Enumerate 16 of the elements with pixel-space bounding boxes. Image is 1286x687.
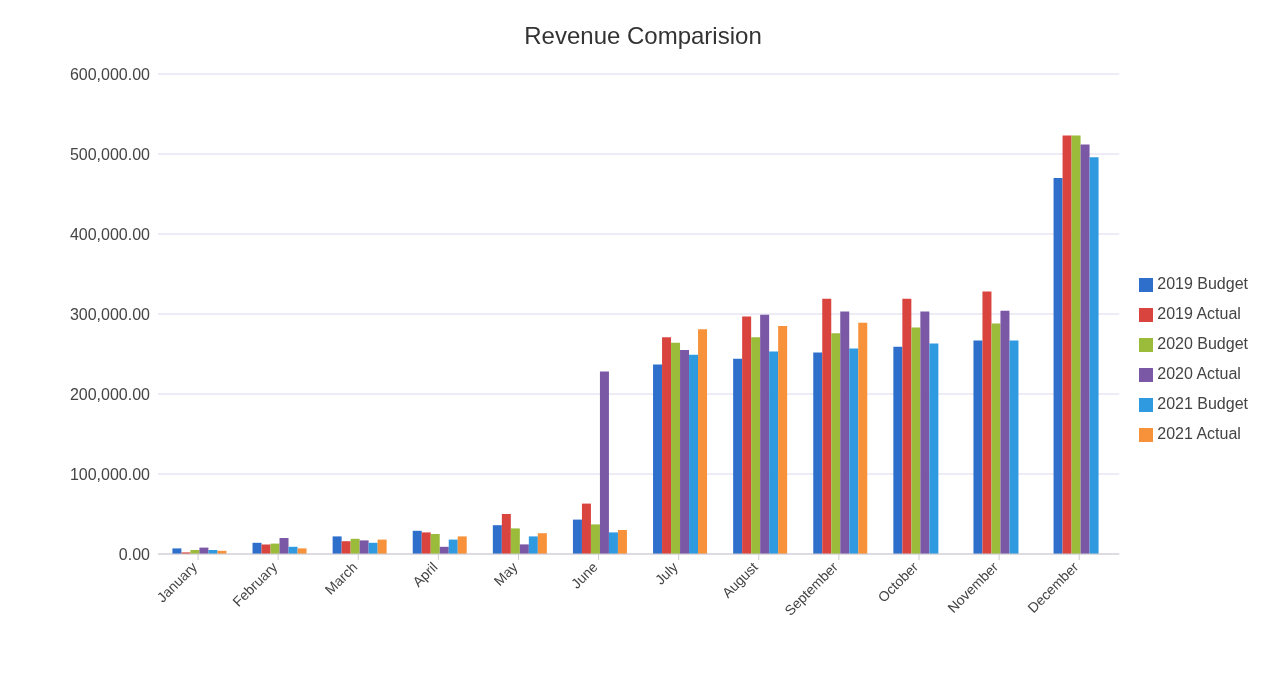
y-tick-label: 100,000.00	[69, 465, 151, 483]
x-tick-label: May	[490, 558, 521, 589]
legend-label: 2020 Actual	[1157, 365, 1241, 382]
legend-label: 2021 Budget	[1157, 395, 1248, 412]
chart-title: Revenue Comparision	[523, 22, 763, 50]
legend-label: 2021 Actual	[1157, 425, 1241, 442]
y-tick-label: 400,000.00	[69, 225, 151, 243]
legend-label: 2019 Actual	[1157, 305, 1241, 322]
y-tick-label: 0.00	[118, 545, 151, 563]
legend-label: 2020 Budget	[1157, 335, 1248, 352]
y-tick-label: 500,000.00	[69, 145, 151, 163]
y-tick-label: 300,000.00	[69, 305, 151, 323]
legend-label: 2019 Budget	[1157, 275, 1248, 292]
y-tick-label: 600,000.00	[69, 65, 151, 83]
x-tick-label: July	[651, 558, 681, 588]
y-tick-label: 200,000.00	[69, 385, 151, 403]
